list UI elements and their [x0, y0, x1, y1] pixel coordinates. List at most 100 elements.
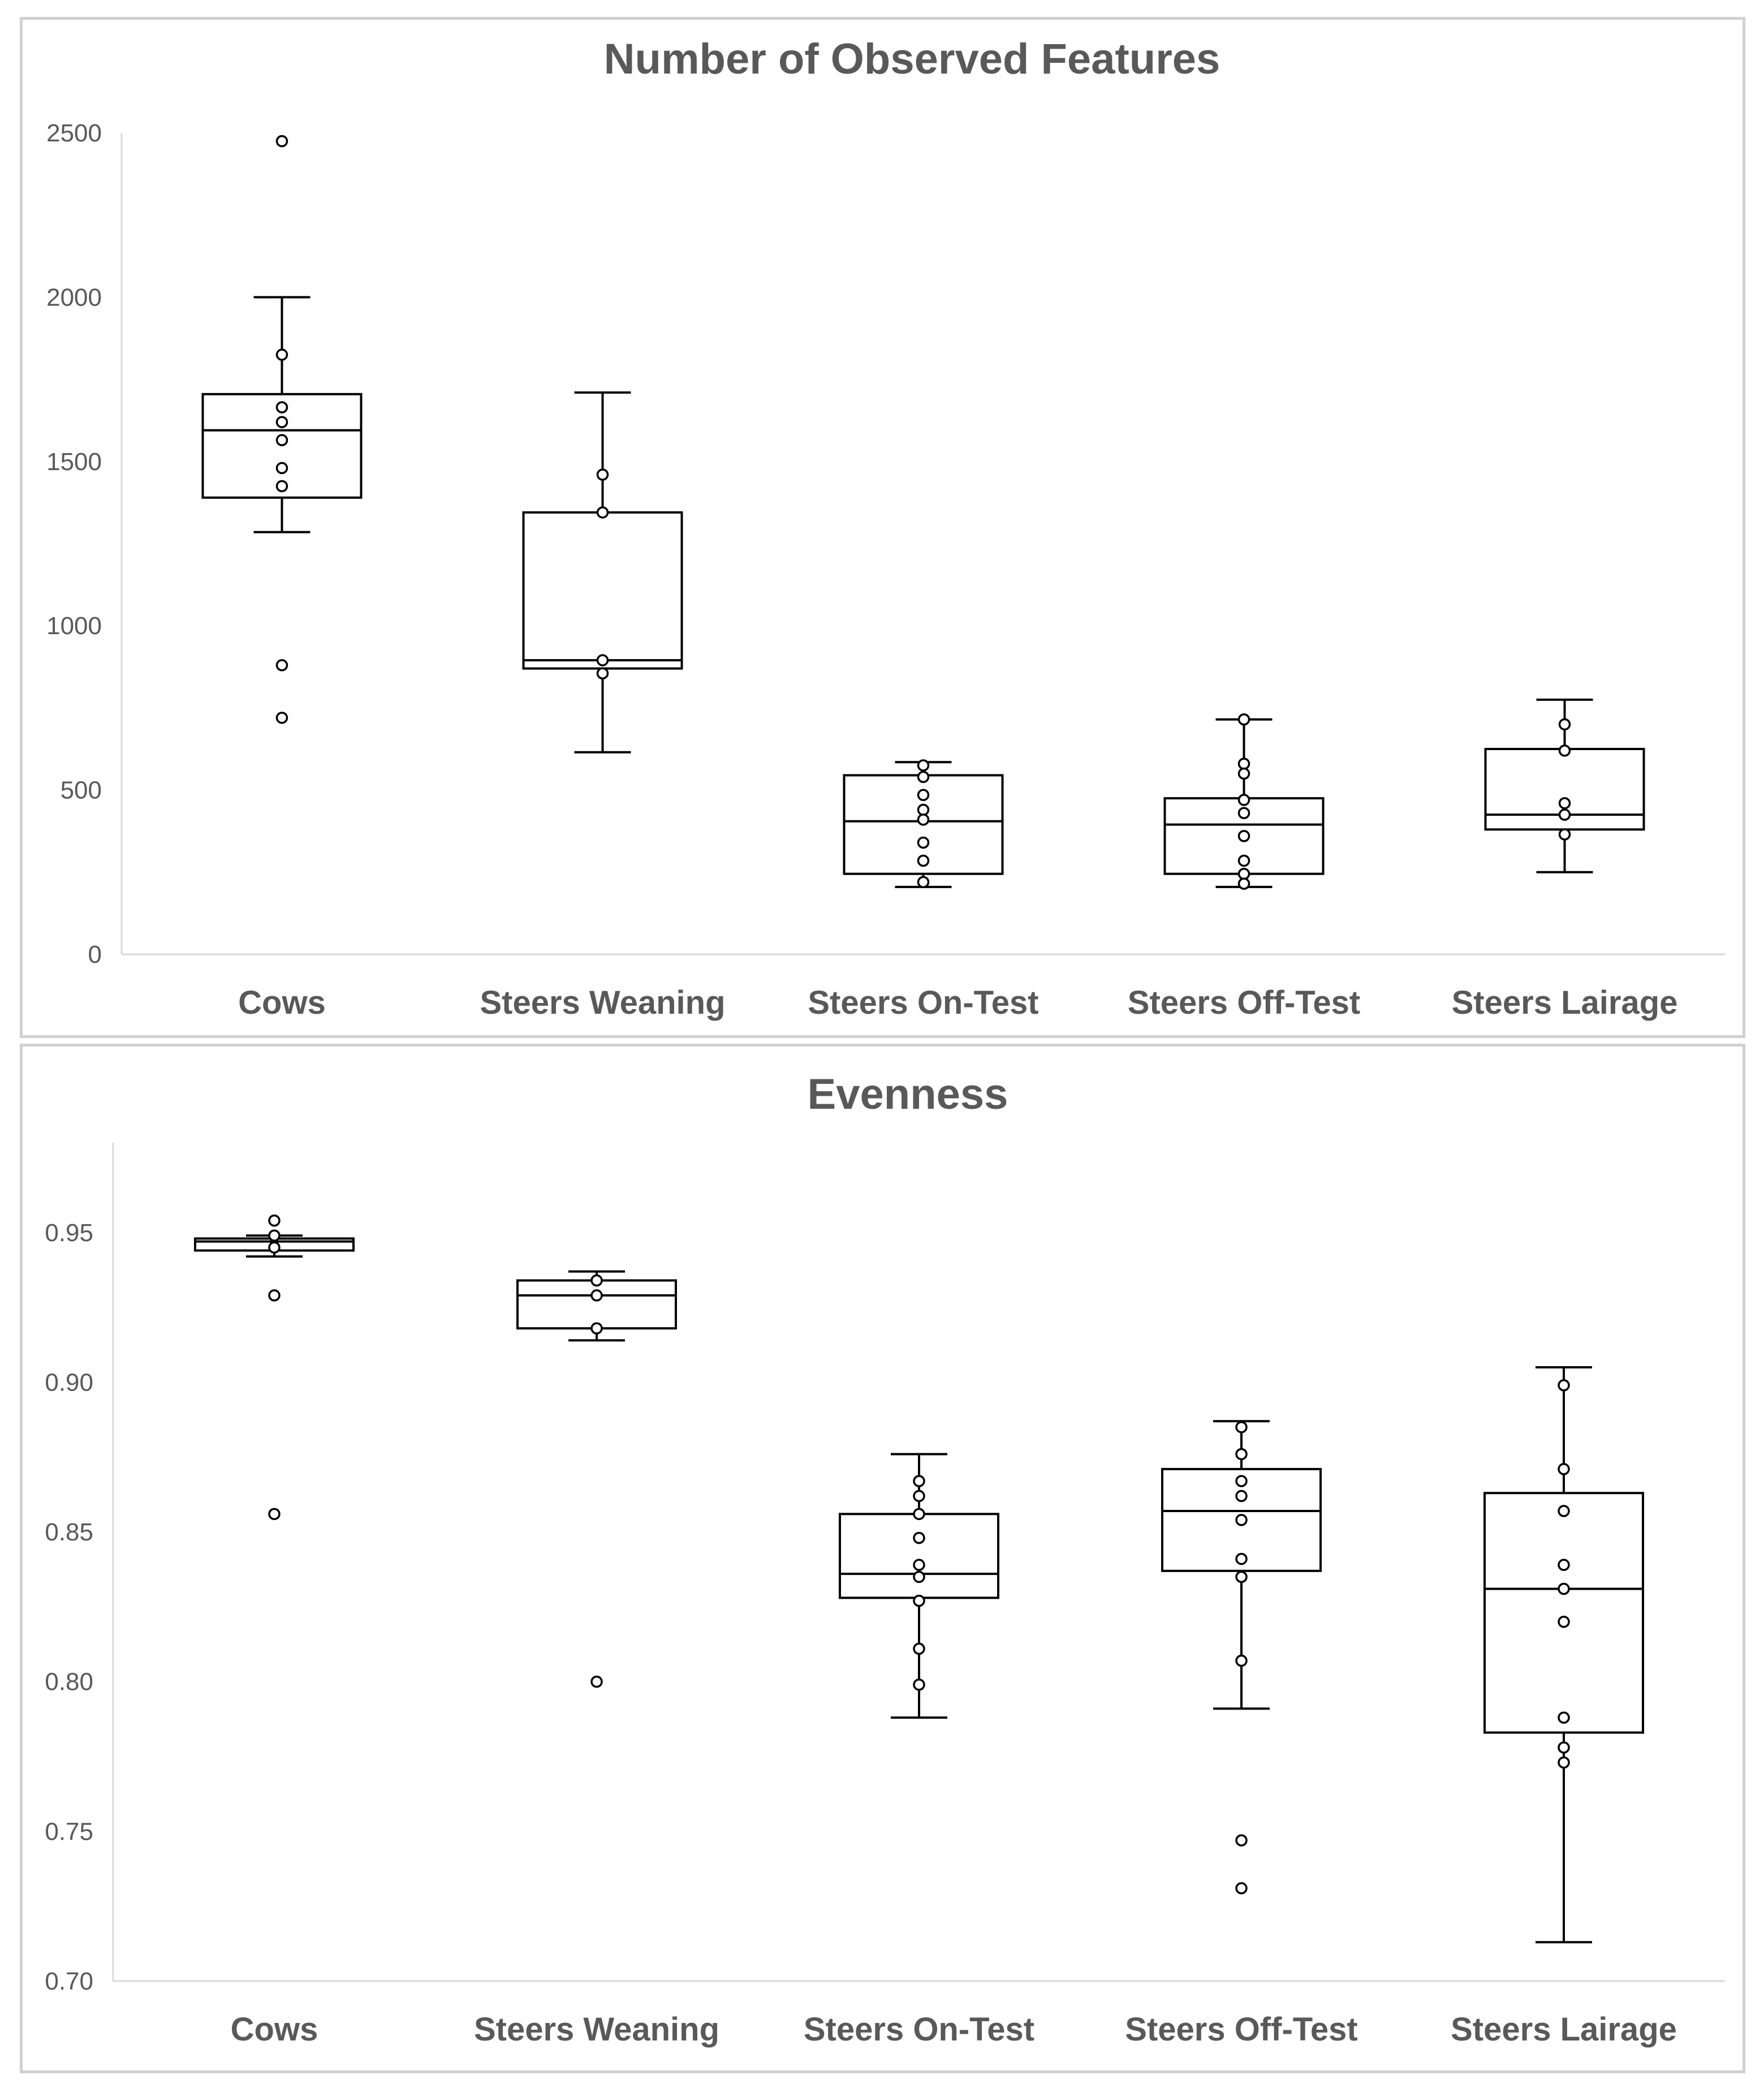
- data-point: [1235, 1882, 1248, 1895]
- data-point: [917, 813, 930, 826]
- box-group: [1163, 713, 1325, 890]
- data-point: [1558, 744, 1571, 757]
- data-point: [913, 1531, 925, 1544]
- data-point: [590, 1322, 603, 1334]
- data-point: [1237, 757, 1250, 770]
- y-tick-label: 0.90: [45, 1368, 93, 1396]
- data-point: [1235, 1421, 1248, 1433]
- data-point: [913, 1508, 925, 1521]
- box-group: [1484, 698, 1645, 873]
- data-point: [590, 1274, 603, 1287]
- box-group: [516, 1270, 677, 1688]
- evenness-boxplot: Evenness 0.70 0.75 0.80 0.85 0.90 0.95 Cows Stee…: [45, 1070, 1725, 2048]
- box-group: [843, 759, 1004, 888]
- data-point: [1237, 830, 1250, 842]
- x-category-label: Steers Off-Test: [1128, 984, 1360, 1021]
- box-group: [522, 391, 683, 754]
- x-category-label: Steers On-Test: [808, 984, 1038, 1021]
- data-point: [596, 506, 609, 519]
- data-point: [275, 348, 288, 361]
- x-category-label: Steers Lairage: [1451, 2011, 1677, 2048]
- y-tick-label: 0.80: [45, 1668, 93, 1696]
- data-point: [1237, 877, 1250, 890]
- data-point: [917, 789, 930, 802]
- data-point: [913, 1678, 925, 1691]
- box-group: [1483, 1366, 1644, 1944]
- data-point: [917, 854, 930, 867]
- data-point: [1235, 1489, 1248, 1503]
- x-category-label: Steers Lairage: [1452, 984, 1678, 1021]
- data-point: [1558, 1756, 1570, 1769]
- y-tick-label: 1000: [46, 612, 102, 640]
- data-point: [596, 468, 609, 481]
- features-boxplot: Number of Observed Features 0 500 1000 1500 2…: [46, 35, 1725, 1021]
- data-point: [913, 1570, 925, 1583]
- data-point: [917, 836, 930, 849]
- box-group: [201, 135, 363, 724]
- data-point: [1235, 1654, 1248, 1667]
- data-point: [1237, 713, 1250, 726]
- x-category-label: Steers On-Test: [804, 2011, 1034, 2048]
- y-tick-label: 0: [88, 941, 102, 968]
- y-tick-label: 0.95: [45, 1219, 93, 1247]
- box-group: [1161, 1420, 1322, 1895]
- data-point: [917, 803, 930, 816]
- data-point: [268, 1229, 281, 1242]
- data-point: [913, 1489, 925, 1503]
- y-tick-label: 0.75: [45, 1818, 93, 1845]
- y-tick-label: 2000: [46, 283, 102, 311]
- data-point: [275, 462, 288, 475]
- data-point: [1235, 1552, 1248, 1565]
- data-point: [1558, 1505, 1570, 1517]
- data-point: [1558, 718, 1571, 731]
- data-point: [275, 416, 288, 428]
- data-point: [268, 1289, 281, 1302]
- data-point: [275, 434, 288, 446]
- data-point: [913, 1559, 925, 1572]
- data-point: [1558, 797, 1571, 810]
- data-point: [275, 712, 288, 724]
- data-point: [913, 1642, 925, 1655]
- y-tick-label: 2500: [46, 119, 102, 147]
- data-point: [268, 1508, 281, 1521]
- data-point: [1235, 1570, 1248, 1583]
- data-point: [1558, 1616, 1570, 1628]
- data-point: [1558, 1463, 1570, 1475]
- data-point: [275, 659, 288, 671]
- chart-title: Number of Observed Features: [604, 35, 1220, 83]
- x-category-label: Steers Weaning: [480, 984, 725, 1021]
- iqr-box: [1483, 1492, 1644, 1734]
- iqr-box: [839, 1513, 999, 1599]
- data-point: [268, 1241, 281, 1254]
- data-point: [917, 770, 930, 783]
- data-point: [1558, 1379, 1570, 1392]
- data-point: [1558, 1559, 1570, 1572]
- y-tick-label: 500: [61, 777, 102, 804]
- x-category-label: Steers Off-Test: [1125, 2011, 1357, 2048]
- data-point: [913, 1595, 925, 1607]
- x-category-label: Steers Weaning: [474, 2011, 719, 2048]
- data-point: [1558, 1741, 1570, 1754]
- y-tick-label: 0.85: [45, 1518, 93, 1546]
- data-point: [1235, 1475, 1248, 1487]
- iqr-box: [522, 511, 683, 670]
- data-point: [590, 1675, 603, 1688]
- data-point: [1558, 1711, 1570, 1724]
- data-point: [1235, 1834, 1248, 1846]
- data-point: [596, 667, 609, 680]
- box-group: [194, 1214, 355, 1521]
- data-point: [1558, 828, 1571, 841]
- data-point: [1237, 767, 1250, 780]
- data-point: [1235, 1514, 1248, 1526]
- x-category-label: Cows: [238, 984, 326, 1021]
- chart-panel-evenness: Evenness 0.70 0.75 0.80 0.85 0.90 0.95 Cows Stee…: [20, 1044, 1745, 2073]
- data-point: [275, 480, 288, 493]
- y-tick-label: 0.70: [45, 1968, 93, 1995]
- data-point: [1237, 807, 1250, 820]
- data-point: [596, 654, 609, 666]
- data-point: [1558, 808, 1571, 821]
- data-point: [913, 1475, 925, 1487]
- data-point: [268, 1214, 281, 1227]
- data-point: [917, 876, 930, 888]
- y-tick-label: 1500: [46, 448, 102, 476]
